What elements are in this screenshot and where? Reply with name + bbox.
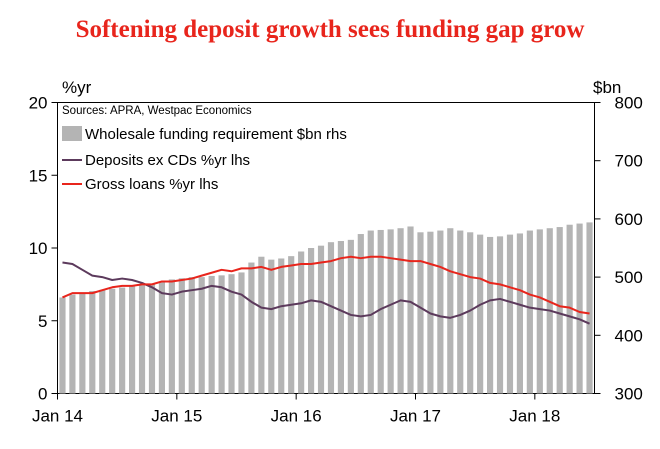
line-gross-loans — [62, 255, 590, 315]
left-axis-tick-label: 5 — [38, 312, 47, 331]
bar-wholesale-funding — [138, 285, 146, 394]
bar-wholesale-funding — [566, 224, 573, 394]
bar-wholesale-funding — [119, 287, 126, 394]
bar-wholesale-funding — [536, 229, 543, 394]
right-axis-tick-label: 300 — [615, 385, 643, 404]
bar-wholesale-funding — [337, 241, 344, 394]
source-note: Sources: APRA, Westpac Economics — [62, 105, 252, 117]
bar-wholesale-funding — [148, 284, 156, 394]
bar-wholesale-funding — [367, 230, 374, 394]
bar-wholesale-funding — [228, 274, 235, 394]
right-axis-unit: $bn — [593, 78, 621, 97]
bar-wholesale-funding — [268, 259, 275, 394]
bar-wholesale-funding — [109, 288, 116, 394]
bar-wholesale-funding — [79, 292, 86, 394]
bar-wholesale-funding — [467, 232, 474, 394]
right-axis-tick-label: 400 — [615, 326, 643, 345]
legend-swatch-wholesale — [62, 126, 82, 141]
bar-wholesale-funding — [417, 232, 424, 394]
chart-title: Softening deposit growth sees funding ga… — [75, 16, 585, 43]
plot-frame — [57, 102, 595, 394]
bar-wholesale-funding — [516, 233, 523, 394]
bar-wholesale-funding — [357, 234, 364, 394]
legend-label-loans: Gross loans %yr lhs — [85, 176, 218, 193]
x-axis-tick-label: Jan 16 — [271, 407, 322, 426]
bar-wholesale-funding — [397, 228, 404, 394]
legend-label-deposits: Deposits ex CDs %yr lhs — [85, 152, 250, 169]
bar-wholesale-funding — [506, 234, 514, 394]
bar-wholesale-funding — [158, 281, 165, 394]
bar-wholesale-funding — [178, 278, 185, 394]
bar-wholesale-funding — [387, 229, 394, 394]
bars-layer — [59, 222, 593, 394]
bar-wholesale-funding — [526, 230, 533, 394]
left-axis-tick-label: 0 — [38, 385, 47, 404]
bar-wholesale-funding — [288, 256, 295, 394]
x-axis-tick-label: Jan 14 — [32, 407, 83, 426]
legend-label-wholesale: Wholesale funding requirement $bn rhs — [85, 126, 347, 143]
bar-wholesale-funding — [208, 275, 215, 394]
right-axis-tick-label: 700 — [615, 152, 643, 171]
bar-wholesale-funding — [218, 275, 225, 394]
bar-wholesale-funding — [487, 236, 494, 394]
bar-wholesale-funding — [447, 228, 454, 394]
bar-wholesale-funding — [377, 229, 384, 394]
right-axis-tick-label: 500 — [615, 268, 643, 287]
x-axis-tick-label: Jan 18 — [509, 407, 560, 426]
bar-wholesale-funding — [59, 297, 66, 394]
bar-wholesale-funding — [496, 236, 504, 394]
left-axis-tick-label: 20 — [29, 94, 48, 113]
bar-wholesale-funding — [298, 251, 305, 394]
bar-wholesale-funding — [69, 294, 76, 394]
left-axis-tick-label: 15 — [29, 166, 48, 185]
left-axis-unit: %yr — [62, 78, 92, 97]
bar-wholesale-funding — [576, 223, 583, 394]
bar-wholesale-funding — [586, 222, 593, 394]
bar-wholesale-funding — [308, 248, 315, 394]
bar-wholesale-funding — [347, 239, 354, 394]
bar-wholesale-funding — [477, 234, 484, 394]
bar-wholesale-funding — [278, 258, 285, 394]
bar-wholesale-funding — [238, 272, 245, 394]
bar-wholesale-funding — [89, 291, 96, 394]
bar-wholesale-funding — [99, 289, 106, 394]
bar-wholesale-funding — [168, 279, 175, 394]
bar-wholesale-funding — [437, 230, 444, 394]
bar-wholesale-funding — [198, 277, 205, 394]
line-deposits-ex-cds — [62, 261, 590, 325]
bar-wholesale-funding — [188, 277, 195, 394]
bar-wholesale-funding — [129, 286, 136, 394]
left-axis-tick-label: 10 — [29, 239, 48, 258]
bar-wholesale-funding — [556, 227, 563, 394]
x-axis-tick-label: Jan 15 — [151, 407, 202, 426]
bar-wholesale-funding — [407, 226, 414, 394]
right-axis-tick-label: 600 — [615, 210, 643, 229]
bar-wholesale-funding — [258, 256, 265, 394]
bar-wholesale-funding — [327, 242, 335, 394]
axes-layer: 0 5 10 15 20 300 400 500 600 700 800 Jan 14 Jan 15 Ja… — [29, 94, 643, 426]
x-axis-tick-label: Jan 17 — [390, 407, 441, 426]
bar-wholesale-funding — [457, 230, 464, 394]
lines-layer — [62, 255, 590, 325]
bar-wholesale-funding — [248, 262, 255, 394]
bar-wholesale-funding — [317, 245, 325, 394]
legend: Wholesale funding requirement $bn rhs De… — [62, 126, 347, 193]
right-axis-tick-label: 800 — [615, 94, 643, 113]
